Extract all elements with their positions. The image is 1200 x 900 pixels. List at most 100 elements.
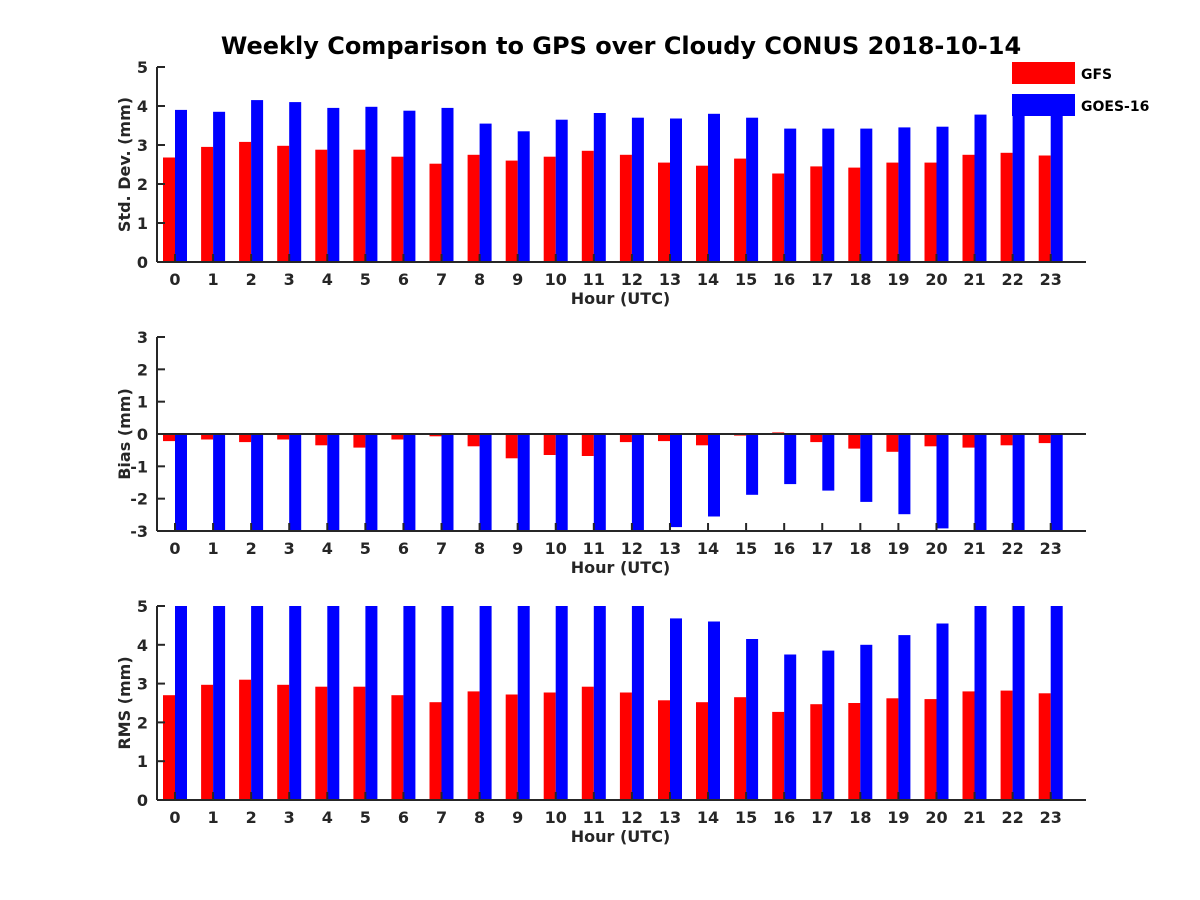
x-tick-label: 17 <box>811 808 833 827</box>
bar-goes-16-22 <box>1012 109 1025 262</box>
bar-goes-16-23 <box>1050 111 1063 262</box>
y-tick-label: 2 <box>137 175 148 194</box>
x-tick-label: 15 <box>735 539 757 558</box>
bar-gfs-11 <box>581 686 594 800</box>
bar-goes-16-5 <box>365 106 378 262</box>
x-tick-label: 21 <box>963 808 985 827</box>
x-tick-label: 13 <box>659 270 681 289</box>
x-tick-label: 21 <box>963 270 985 289</box>
bar-goes-16-14 <box>708 621 720 800</box>
x-tick-label: 7 <box>436 808 447 827</box>
bar-goes-16-7 <box>441 606 454 800</box>
x-tick-label: 16 <box>773 539 795 558</box>
bar-gfs-17 <box>810 434 823 443</box>
bar-goes-16-16 <box>784 128 797 262</box>
bar-goes-16-18 <box>860 644 873 800</box>
legend-swatch-goes-16 <box>1012 94 1075 116</box>
bar-goes-16-2 <box>251 606 264 800</box>
x-tick-label: 9 <box>512 808 523 827</box>
bar-goes-16-11 <box>593 113 606 262</box>
x-tick-label: 4 <box>322 539 333 558</box>
y-tick-label: 1 <box>137 393 148 412</box>
bar-gfs-11 <box>581 150 594 262</box>
x-tick-label: 8 <box>474 808 485 827</box>
bar-gfs-2 <box>239 434 252 443</box>
x-tick-label: 0 <box>169 270 180 289</box>
y-tick-label: 3 <box>137 328 148 347</box>
x-tick-label: 15 <box>735 270 757 289</box>
legend: GFS GOES-16 <box>1012 62 1149 116</box>
bar-gfs-23 <box>1038 693 1051 800</box>
y-tick-label: -1 <box>130 457 148 476</box>
bar-gfs-0 <box>163 157 175 262</box>
x-tick-label: 3 <box>284 270 295 289</box>
bar-gfs-22 <box>1000 152 1013 262</box>
x-tick-label: 20 <box>925 270 947 289</box>
bar-goes-16-21 <box>974 434 987 531</box>
bar-gfs-21 <box>962 691 975 800</box>
bar-gfs-3 <box>277 145 290 262</box>
bar-goes-16-0 <box>175 434 187 531</box>
bar-goes-16-19 <box>898 127 911 263</box>
x-tick-label: 11 <box>583 808 605 827</box>
x-tick-label: 23 <box>1040 808 1062 827</box>
bar-gfs-10 <box>543 156 556 262</box>
bar-goes-16-4 <box>327 434 340 531</box>
y-tick-label: 4 <box>137 97 148 116</box>
bar-gfs-10 <box>543 692 556 800</box>
bar-gfs-10 <box>543 434 556 455</box>
x-tick-label: 5 <box>360 539 371 558</box>
x-tick-label: 11 <box>583 270 605 289</box>
x-tick-label: 4 <box>322 808 333 827</box>
bar-goes-16-8 <box>479 434 492 531</box>
x-tick-label: 13 <box>659 539 681 558</box>
bar-gfs-1 <box>201 434 214 440</box>
bar-goes-16-13 <box>670 434 682 528</box>
bar-gfs-19 <box>886 162 899 262</box>
x-tick-label: 2 <box>246 270 257 289</box>
x-tick-label: 14 <box>697 808 719 827</box>
bar-gfs-19 <box>886 434 899 452</box>
bar-goes-16-1 <box>213 111 226 262</box>
x-tick-label: 19 <box>887 808 909 827</box>
bar-gfs-5 <box>353 434 366 448</box>
bar-goes-16-20 <box>936 126 949 262</box>
bar-gfs-0 <box>163 434 175 442</box>
bar-gfs-16 <box>772 711 785 800</box>
bar-gfs-22 <box>1000 434 1013 446</box>
x-tick-label: 2 <box>246 539 257 558</box>
x-tick-label: 14 <box>697 270 719 289</box>
bar-gfs-13 <box>658 700 670 800</box>
x-tick-label: 11 <box>583 539 605 558</box>
bar-goes-16-1 <box>213 434 226 531</box>
bar-goes-16-16 <box>784 434 797 485</box>
x-tick-label: 10 <box>545 270 567 289</box>
y-tick-label: 1 <box>137 752 148 771</box>
y-axis-label: RMS (mm) <box>115 656 134 749</box>
bar-goes-16-13 <box>670 618 682 800</box>
bar-gfs-18 <box>848 703 861 800</box>
y-tick-label: 2 <box>137 360 148 379</box>
bar-gfs-20 <box>924 162 937 262</box>
bar-goes-16-0 <box>175 109 187 263</box>
bar-goes-16-6 <box>403 110 416 262</box>
bar-goes-16-15 <box>746 117 759 262</box>
bar-goes-16-23 <box>1050 434 1063 531</box>
bars <box>163 432 1063 531</box>
x-tick-label: 1 <box>208 270 219 289</box>
bar-gfs-2 <box>239 679 252 800</box>
chart-title: Weekly Comparison to GPS over Cloudy CON… <box>221 32 1021 60</box>
bar-gfs-17 <box>810 704 823 800</box>
legend-label-gfs: GFS <box>1081 67 1112 83</box>
x-axis-label: Hour (UTC) <box>571 827 671 846</box>
bar-gfs-9 <box>505 694 518 800</box>
y-axis-label: Bias (mm) <box>115 388 134 480</box>
bar-goes-16-19 <box>898 635 911 800</box>
bar-gfs-6 <box>391 434 404 440</box>
x-tick-label: 12 <box>621 808 643 827</box>
x-tick-label: 23 <box>1040 270 1062 289</box>
bar-goes-16-2 <box>251 100 264 262</box>
